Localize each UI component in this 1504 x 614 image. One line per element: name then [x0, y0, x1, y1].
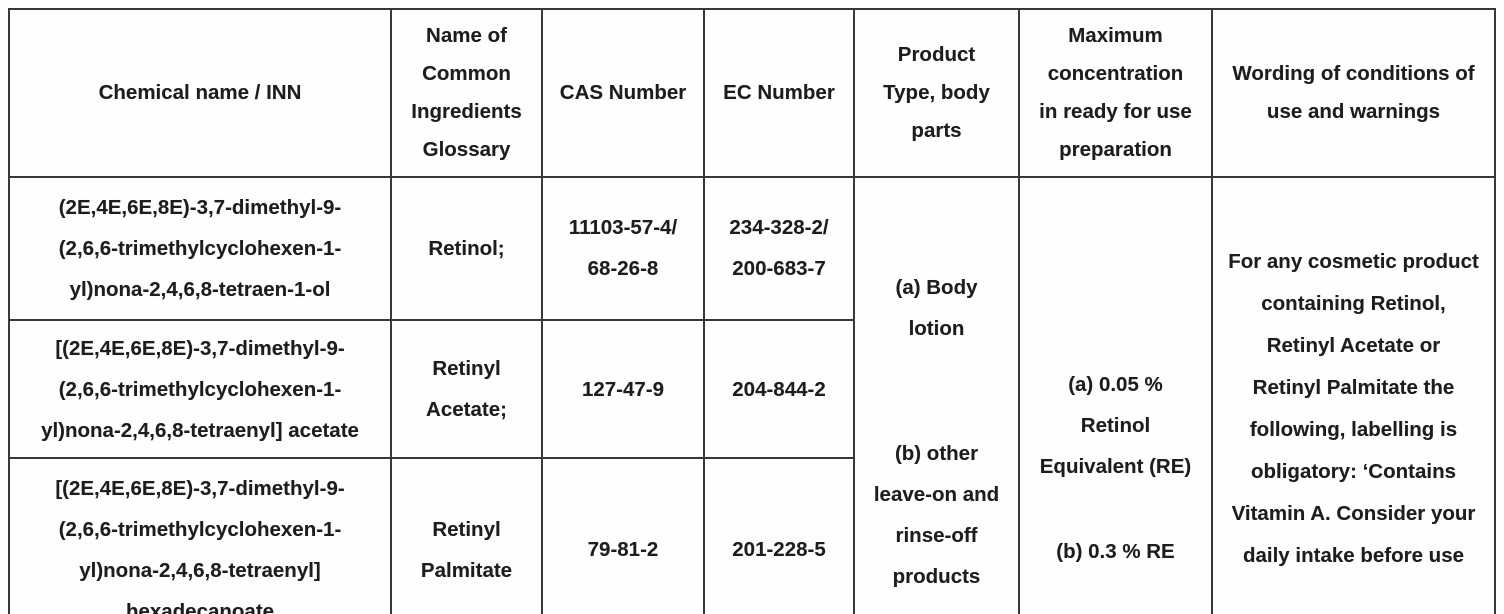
column-header-wording: Wording of conditions of use and warning… — [1211, 8, 1496, 178]
cell-chemical-name-retinyl-palmitate: [(2E,4E,6E,8E)-3,7-dimethyl-9- (2,6,6-tr… — [8, 457, 392, 614]
table-row-retinyl-acetate: [(2E,4E,6E,8E)-3,7-dimethyl-9- (2,6,6-tr… — [8, 318, 1495, 460]
max-concentration-item-b: (b) 0.3 % RE — [1056, 540, 1175, 563]
cell-ec-retinyl-palmitate: 201-228-5 — [703, 457, 855, 614]
cell-max-concentration-merged: (a) 0.05 % Retinol Equivalent (RE) (b) 0… — [1018, 176, 1213, 614]
column-header-chemical-name: Chemical name / INN — [8, 8, 392, 178]
max-concentration-item-a: (a) 0.05 % Retinol Equivalent (RE) — [1039, 373, 1192, 478]
cell-glossary-retinol: Retinol; — [390, 176, 543, 321]
cell-wording-merged: For any cosmetic product containing Reti… — [1211, 176, 1496, 614]
product-type-item-a: (a) Body lotion — [895, 276, 978, 340]
ingredients-table: Chemical name / INN Name of Common Ingre… — [8, 8, 1496, 614]
column-header-ec-number: EC Number — [703, 8, 855, 178]
table-row-retinyl-palmitate: [(2E,4E,6E,8E)-3,7-dimethyl-9- (2,6,6-tr… — [8, 457, 1495, 614]
column-header-cas-number: CAS Number — [541, 8, 705, 178]
cell-cas-retinyl-acetate: 127-47-9 — [541, 318, 705, 460]
cell-cas-retinol: 11103-57-4/ 68-26-8 — [541, 176, 705, 321]
column-header-glossary: Name of Common Ingredients Glossary — [390, 8, 543, 178]
cell-glossary-retinyl-acetate: Retinyl Acetate; — [390, 318, 543, 460]
cell-cas-retinyl-palmitate: 79-81-2 — [541, 457, 705, 614]
max-concentration-stack: (a) 0.05 % Retinol Equivalent (RE) (b) 0… — [1026, 246, 1205, 572]
product-type-stack: (a) Body lotion (b) other leave-on and r… — [861, 221, 1012, 597]
table-header-row: Chemical name / INN Name of Common Ingre… — [8, 8, 1496, 178]
cell-ec-retinyl-acetate: 204-844-2 — [703, 318, 855, 460]
cell-chemical-name-retinyl-acetate: [(2E,4E,6E,8E)-3,7-dimethyl-9- (2,6,6-tr… — [8, 318, 392, 460]
cell-product-type-merged: (a) Body lotion (b) other leave-on and r… — [853, 176, 1020, 614]
cell-ec-retinol: 234-328-2/ 200-683-7 — [703, 176, 855, 321]
table-row-retinol: (2E,4E,6E,8E)-3,7-dimethyl-9- (2,6,6-tri… — [8, 176, 1496, 614]
column-header-product-type: Product Type, body parts — [853, 8, 1020, 178]
column-header-max-concentration: Maximum concentration in ready for use p… — [1018, 8, 1213, 178]
cell-glossary-retinyl-palmitate: Retinyl Palmitate — [390, 457, 543, 614]
cell-chemical-name-retinol: (2E,4E,6E,8E)-3,7-dimethyl-9- (2,6,6-tri… — [8, 176, 392, 321]
product-type-item-b: (b) other leave-on and rinse-off product… — [873, 442, 1000, 588]
